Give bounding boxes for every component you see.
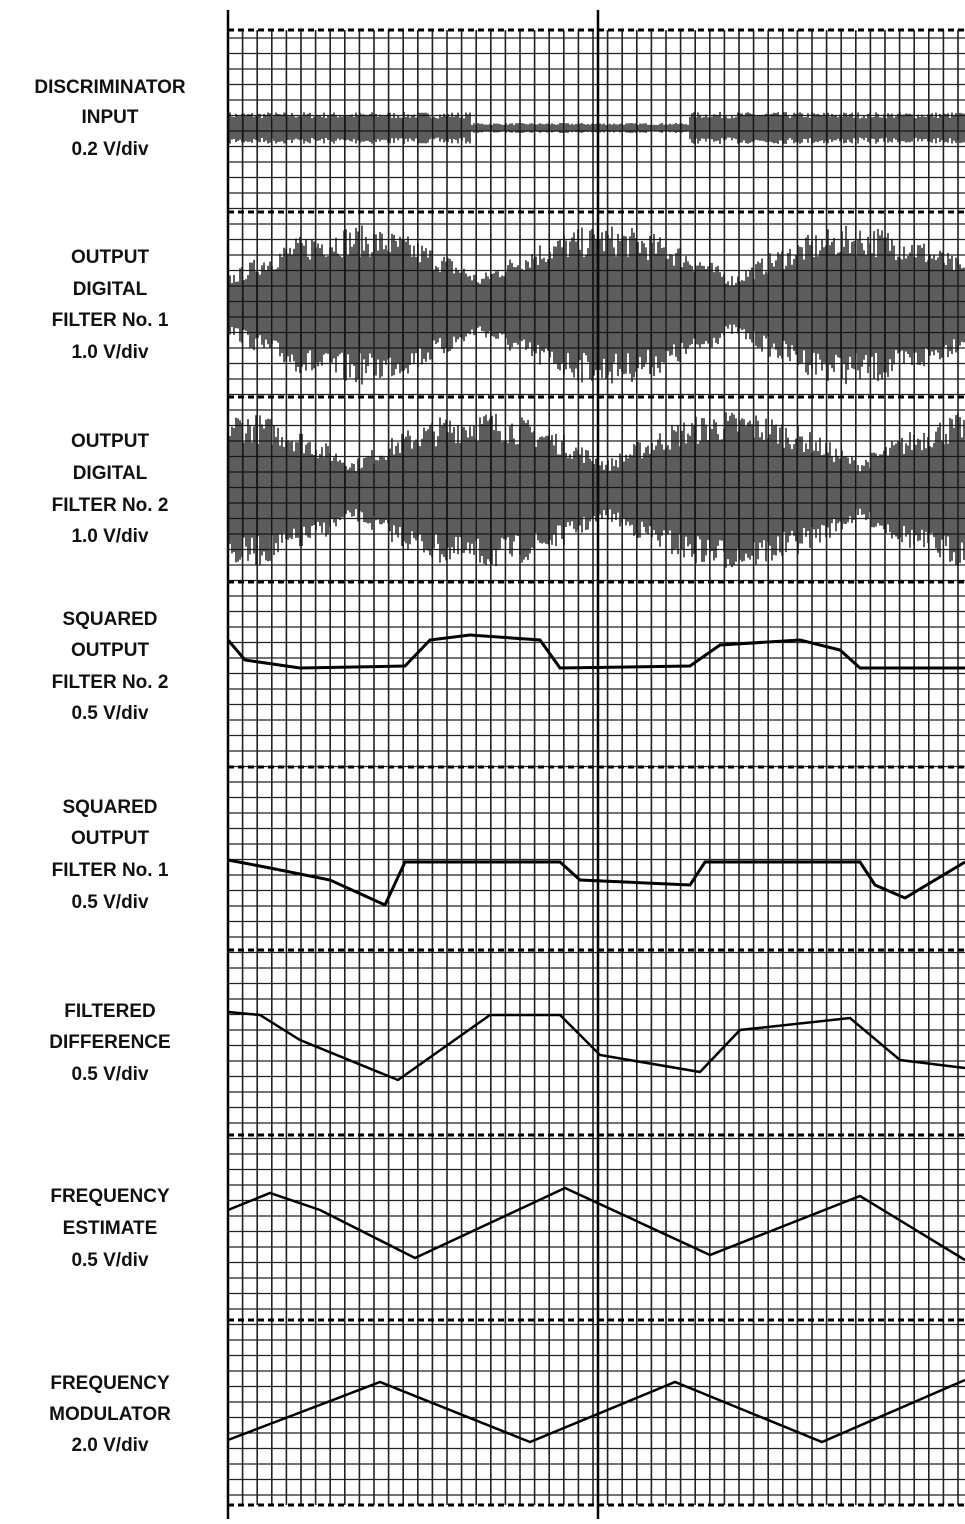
channel-scale: 1.0 V/div [71,342,149,363]
channel-label-line: FILTER No. 1 [52,860,169,881]
channel-scale: 0.5 V/div [71,1064,149,1085]
channel-scale: 0.5 V/div [71,1250,149,1271]
channel-label-line: FILTER No. 2 [52,495,169,516]
channel-label-line: INPUT [82,107,139,128]
channel-label-line: FREQUENCY [50,1186,170,1207]
strip-chart-figure: DISCRIMINATOR INPUT 0.2 V/div OUTPUT DIGITAL… [0,0,965,1519]
channel-label-line: OUTPUT [71,828,150,849]
channel-label-line: SQUARED [62,797,157,818]
channel-label-line: FILTER No. 2 [52,672,169,693]
channel-scale: 0.5 V/div [71,703,149,724]
channel-label-line: ESTIMATE [63,1218,158,1239]
channel-label-line: DIGITAL [73,463,148,484]
channel-scale: 0.5 V/div [71,892,149,913]
channel-scale: 0.2 V/div [71,139,149,160]
channel-label-line: DIFFERENCE [49,1032,170,1053]
channel-label-line: DIGITAL [73,279,148,300]
background [0,0,965,1519]
channel-label-line: FILTER No. 1 [52,310,169,331]
channel-scale: 2.0 V/div [71,1435,149,1456]
channel-label-line: FREQUENCY [50,1373,170,1394]
channel-scale: 1.0 V/div [71,526,149,547]
channel-label-line: FILTERED [64,1001,155,1022]
channel-label-line: OUTPUT [71,640,150,661]
channel-label-line: OUTPUT [71,431,150,452]
channel-label-line: MODULATOR [49,1404,171,1425]
channel-label-line: OUTPUT [71,247,150,268]
channel-label-line: SQUARED [62,609,157,630]
channel-label-line: DISCRIMINATOR [34,77,186,98]
